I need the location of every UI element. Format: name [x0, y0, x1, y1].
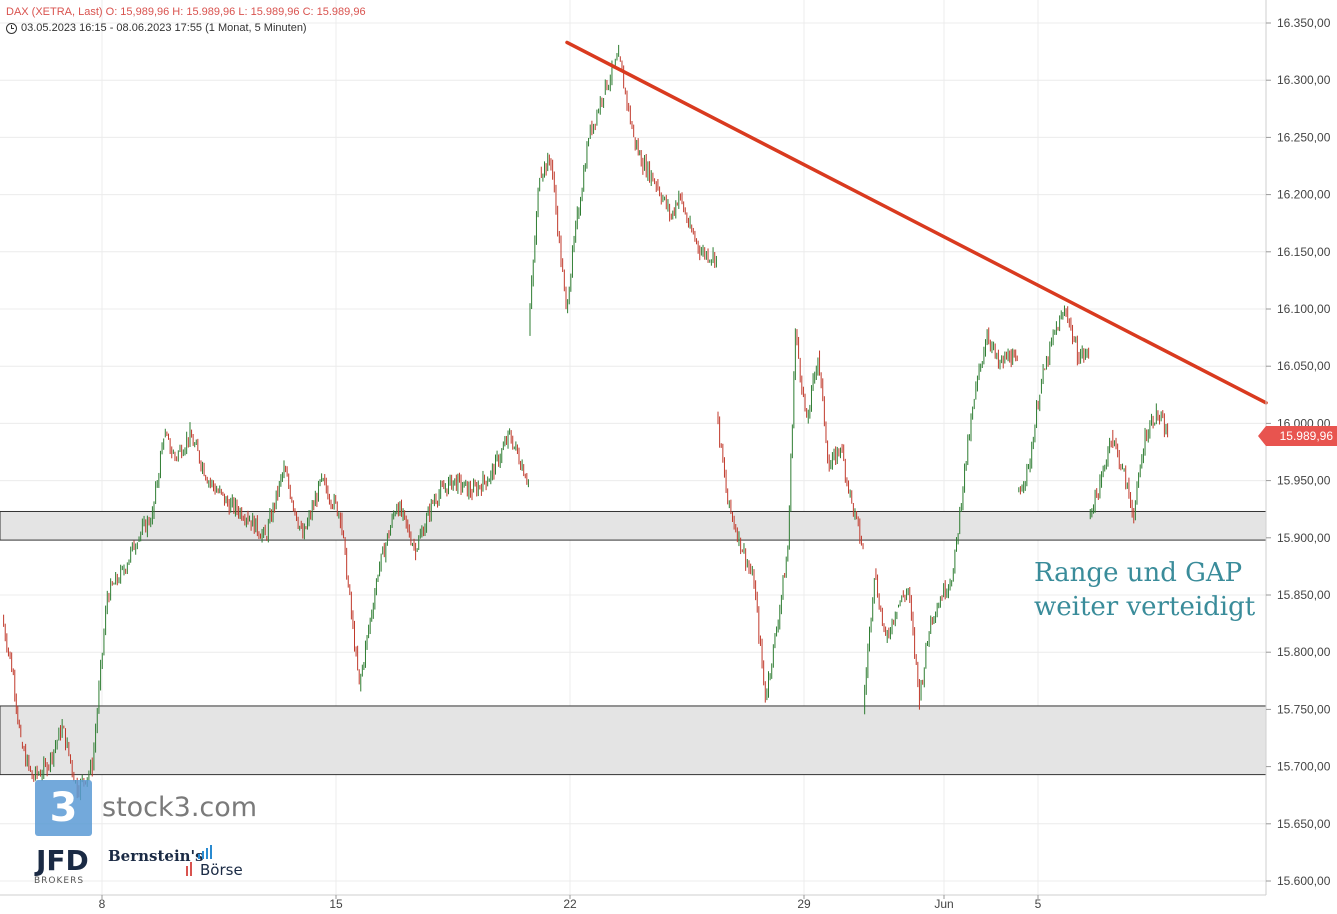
range-text: 03.05.2023 16:15 - 08.06.2023 17:55 (1 M… — [21, 22, 307, 34]
trendline-group — [565, 40, 1268, 405]
trendline — [565, 40, 1268, 405]
annotation-text: Range und GAP weiter verteidigt — [1034, 556, 1255, 624]
x-tick-label: 22 — [563, 897, 577, 911]
bernstein-logo-bottom: Börse — [200, 861, 243, 879]
y-tick-label: 16.300,00 — [1277, 73, 1331, 87]
x-tick-label: 29 — [797, 897, 811, 911]
y-tick-label: 15.750,00 — [1277, 702, 1331, 716]
stock3-logo-icon: 3 — [35, 780, 92, 836]
x-tick-label: 5 — [1035, 897, 1042, 911]
y-tick-label: 16.100,00 — [1277, 302, 1331, 316]
bernstein-logo-top: Bernstein's — [108, 847, 204, 865]
stock3-logo-text: stock3.com — [102, 792, 258, 823]
y-axis: 16.350,00 16.300,00 16.250,00 16.200,00 16.1… — [1265, 0, 1331, 895]
support-zone — [0, 510, 1267, 541]
y-tick-label: 15.950,00 — [1277, 474, 1331, 488]
support-zones — [0, 510, 1267, 776]
y-tick-label: 15.650,00 — [1277, 817, 1331, 831]
y-tick-label: 16.150,00 — [1277, 245, 1331, 259]
annotation-line-2: weiter verteidigt — [1034, 592, 1256, 622]
x-tick-label: 15 — [329, 897, 343, 911]
price-series — [3, 44, 1169, 801]
y-tick-label: 16.200,00 — [1277, 188, 1331, 202]
support-zone — [0, 705, 1267, 776]
y-tick-label: 15.850,00 — [1277, 588, 1331, 602]
last-price-tag: 15.989,96 — [1258, 426, 1337, 446]
y-tick-label: 15.800,00 — [1277, 645, 1331, 659]
y-tick-label: 15.700,00 — [1277, 760, 1331, 774]
clock-icon — [6, 22, 17, 34]
x-tick-label: Jun — [934, 897, 953, 911]
x-tick-label: 8 — [99, 897, 106, 911]
y-tick-label: 16.350,00 — [1277, 16, 1331, 30]
y-tick-label: 15.600,00 — [1277, 874, 1331, 888]
range-line: 03.05.2023 16:15 - 08.06.2023 17:55 (1 M… — [6, 22, 307, 34]
jfd-logo: JFD — [36, 844, 89, 877]
bernstein-bars-icon — [198, 845, 212, 859]
y-tick-label: 16.050,00 — [1277, 359, 1331, 373]
y-tick-label: 16.250,00 — [1277, 130, 1331, 144]
jfd-logo-sub: BROKERS — [34, 876, 85, 886]
y-tick-label: 15.900,00 — [1277, 531, 1331, 545]
annotation-line-1: Range und GAP — [1034, 558, 1243, 588]
x-axis: 8 15 22 29 Jun 5 — [0, 894, 1266, 911]
bernstein-candles-icon — [186, 862, 194, 876]
instrument-line: DAX (XETRA, Last) O: 15,989,96 H: 15.989… — [6, 6, 366, 18]
